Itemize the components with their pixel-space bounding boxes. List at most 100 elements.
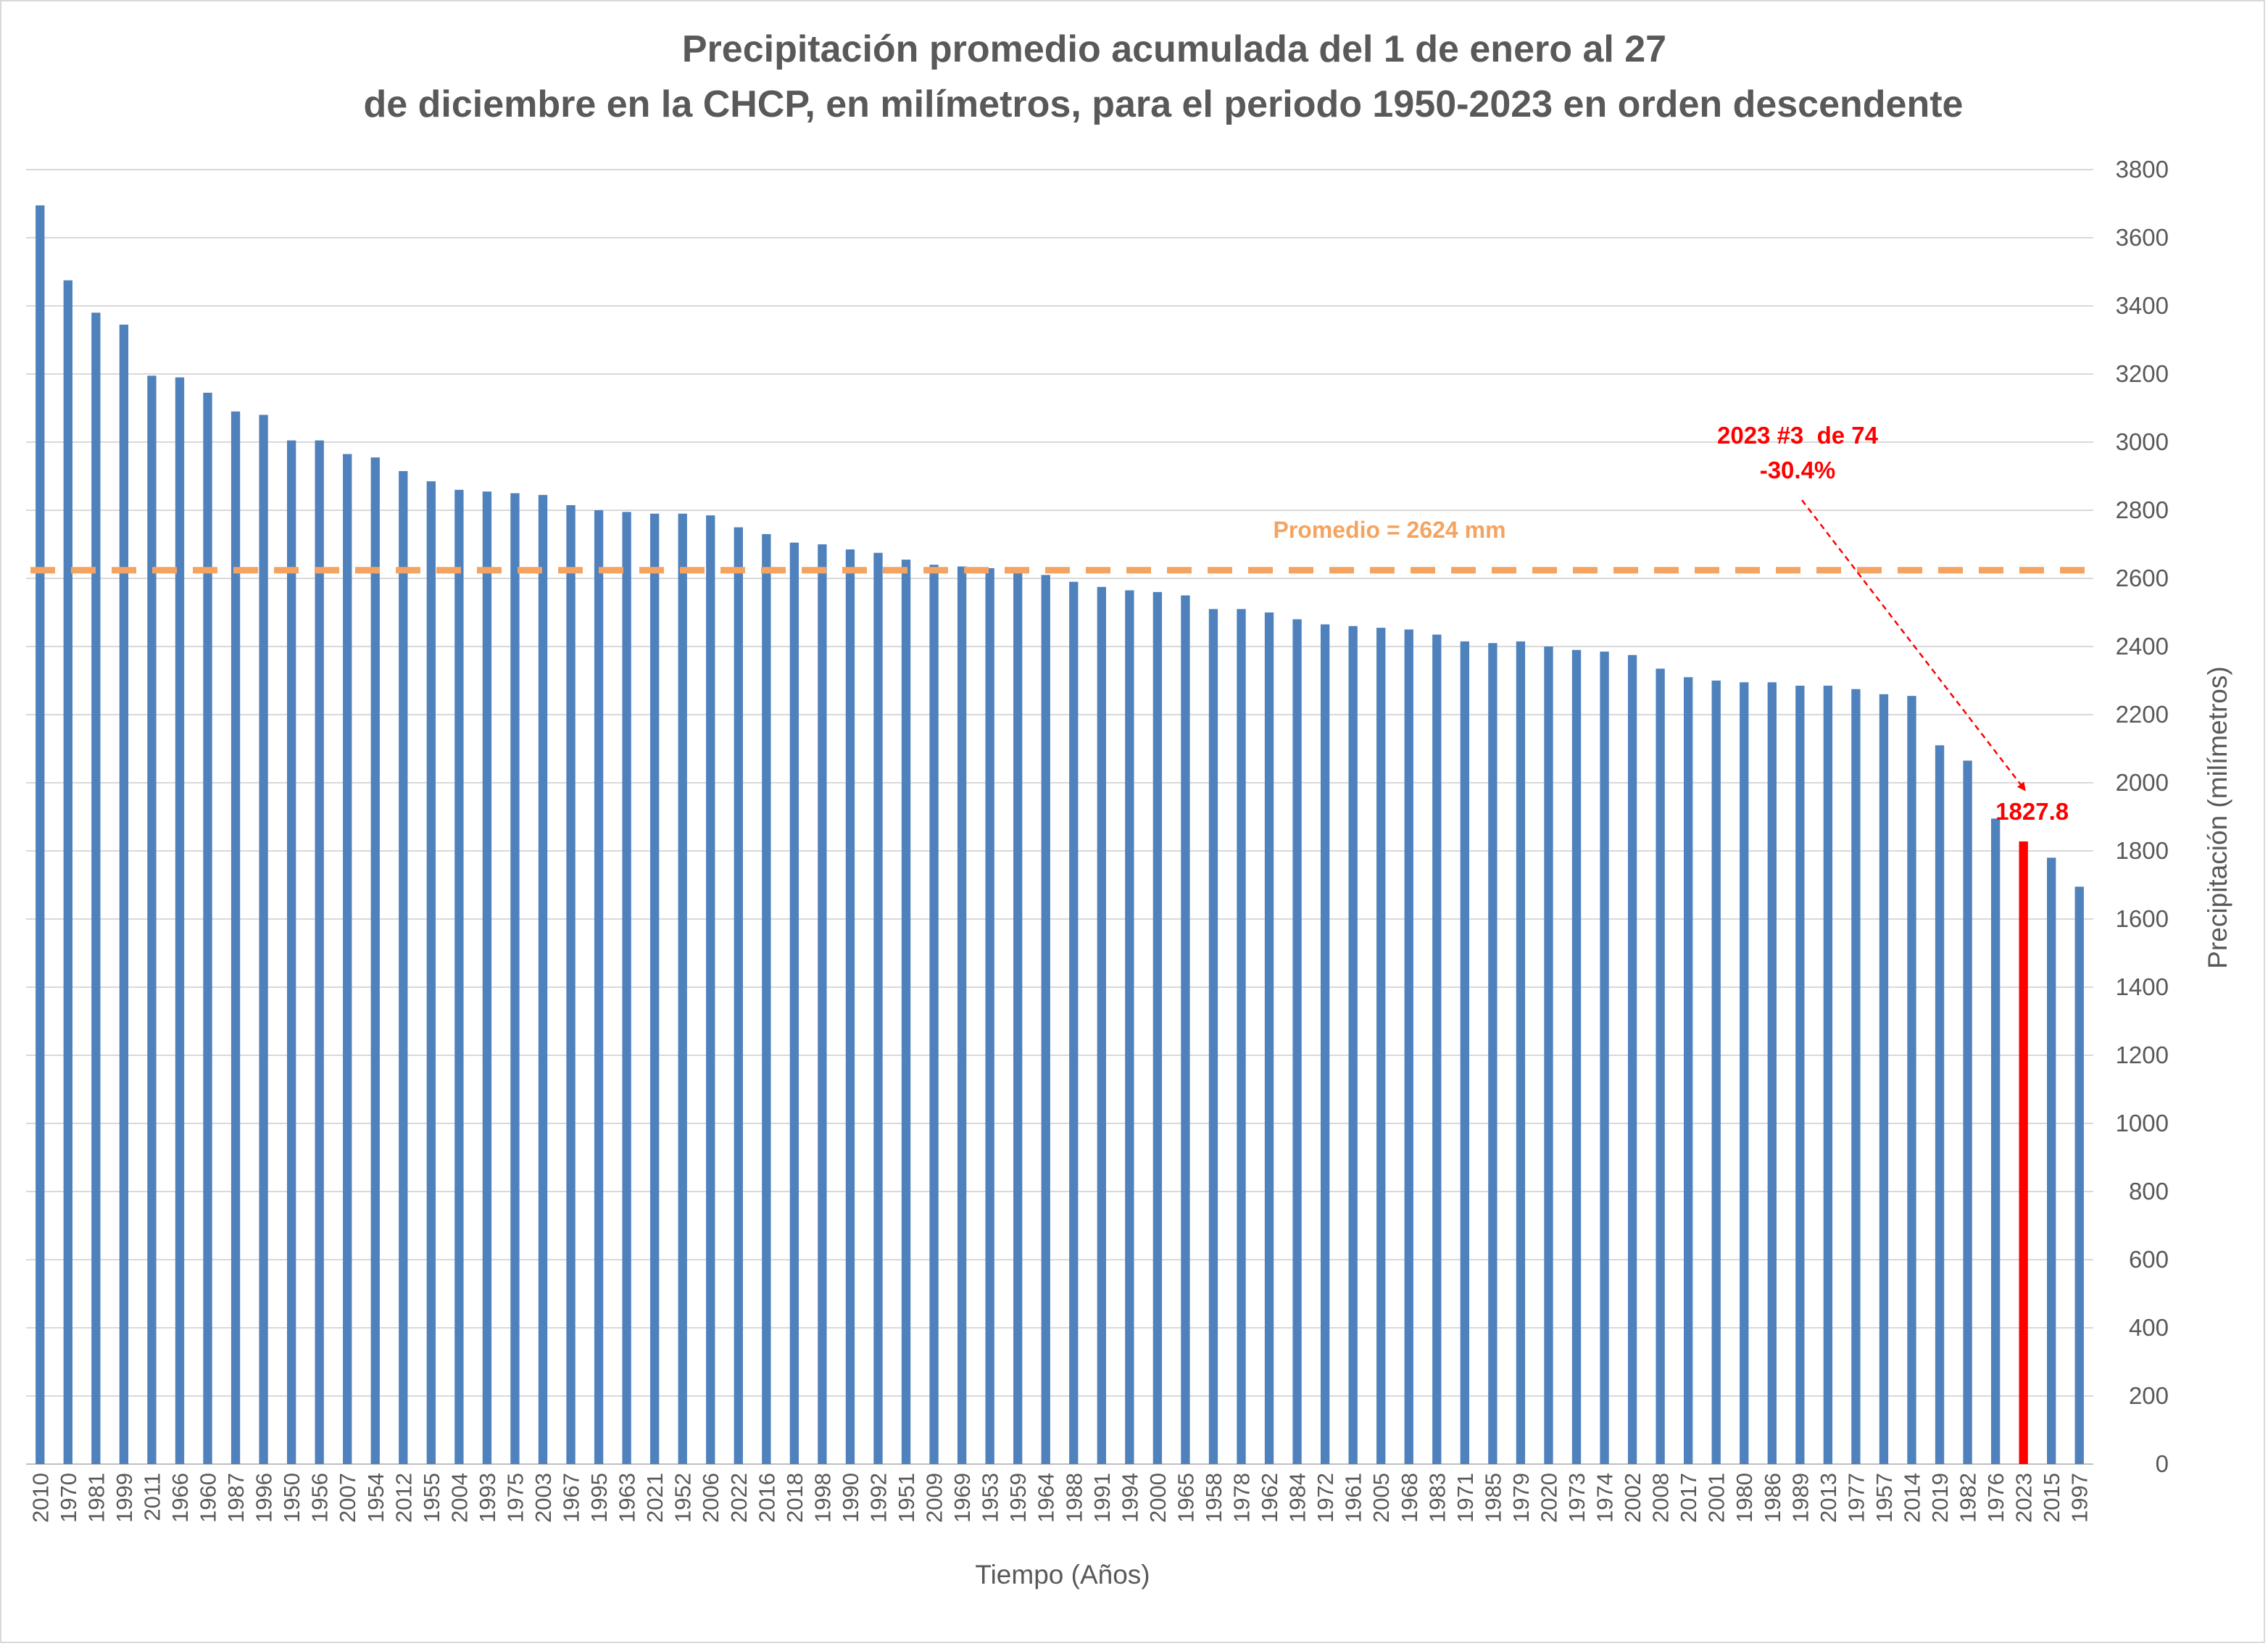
bar-2011: [147, 375, 157, 1464]
x-tick-label: 1958: [1201, 1473, 1226, 1523]
x-tick-label: 1965: [1173, 1473, 1198, 1523]
x-tick-label: 2011: [139, 1473, 165, 1521]
y-tick-label: 3000: [2116, 428, 2169, 455]
bar-1955: [426, 481, 436, 1464]
bar-1991: [1097, 586, 1106, 1464]
bar-1957: [1879, 694, 1889, 1464]
x-tick-label: 1962: [1257, 1473, 1282, 1523]
annotation-rank: 2023 #3 de 74: [1717, 422, 1879, 449]
x-tick-label: 1971: [1453, 1473, 1478, 1523]
bar-1984: [1292, 619, 1302, 1464]
y-tick-label: 2400: [2116, 633, 2169, 660]
y-tick-label: 1600: [2116, 905, 2169, 932]
y-tick-labels: 0 200 400 600 800 1000 1200 1400 1600 1800 2000 220…: [2116, 156, 2169, 1477]
bar-1977: [1851, 689, 1861, 1464]
bar-1989: [1795, 686, 1805, 1464]
x-tick-label: 1990: [838, 1473, 863, 1523]
y-tick-label: 600: [2129, 1246, 2169, 1273]
annotation-percent: -30.4%: [1760, 457, 1836, 483]
y-tick-label: 2200: [2116, 701, 2169, 728]
x-tick-label: 2016: [754, 1473, 779, 1523]
bar-1993: [482, 491, 492, 1464]
x-tick-label: 1992: [865, 1473, 891, 1523]
annotation-arrow: [1801, 499, 2026, 791]
bar-1959: [1013, 571, 1023, 1464]
x-tick-label: 1987: [223, 1473, 249, 1523]
bar-1970: [63, 280, 72, 1464]
bar-1950: [286, 440, 296, 1464]
bar-1995: [594, 510, 604, 1464]
bar-2022: [734, 527, 743, 1464]
average-line-group: Promedio = 2624 mm: [30, 517, 2093, 574]
bar-2018: [789, 542, 799, 1464]
chart-title-line-2: de diciembre en la CHCP, en milímetros, …: [363, 83, 1964, 125]
y-tick-label: 3200: [2116, 360, 2169, 387]
x-tick-label: 1980: [1732, 1473, 1757, 1523]
x-axis-title: Tiempo (Años): [975, 1560, 1150, 1589]
bar-1965: [1181, 595, 1190, 1464]
x-tick-label: 2018: [782, 1473, 807, 1523]
x-tick-label: 1951: [894, 1473, 919, 1523]
gridlines: [26, 169, 2093, 1465]
y-tick-label: 400: [2129, 1314, 2169, 1341]
x-tick-label: 2009: [922, 1473, 947, 1523]
x-tick-label: 1984: [1285, 1473, 1310, 1523]
x-tick-label: 1952: [670, 1473, 696, 1523]
x-tick-labels: 2010 1970 1981 1999 2011 1966 1960 1987 1996 1950…: [28, 1473, 2092, 1523]
bar-2017: [1683, 677, 1693, 1464]
annotation-group: 2023 #3 de 74 -30.4% 1827.8: [1717, 422, 2069, 825]
x-tick-label: 1993: [475, 1473, 500, 1523]
bar-1961: [1348, 625, 1358, 1464]
bar-1990: [845, 549, 855, 1464]
average-label: Promedio = 2624 mm: [1273, 517, 1505, 543]
bar-1960: [203, 392, 212, 1464]
y-axis-title: Precipitación (milímetros): [2203, 666, 2232, 968]
bar-1953: [985, 568, 994, 1464]
x-tick-label: 1969: [950, 1473, 975, 1523]
x-tick-label: 2004: [446, 1473, 472, 1523]
bar-2001: [1711, 681, 1721, 1464]
x-tick-label: 2005: [1368, 1473, 1394, 1523]
bar-2004: [454, 489, 464, 1464]
bar-1983: [1432, 634, 1442, 1464]
x-tick-label: 1986: [1760, 1473, 1785, 1523]
x-tick-label: 1960: [196, 1473, 221, 1523]
bar-2009: [929, 565, 939, 1465]
x-tick-label: 1994: [1117, 1473, 1142, 1523]
x-tick-label: 2022: [726, 1473, 752, 1523]
bar-2012: [399, 470, 408, 1465]
y-tick-label: 1400: [2116, 973, 2169, 1000]
bar-1998: [818, 544, 827, 1464]
bar-1962: [1264, 612, 1274, 1464]
bar-1975: [510, 493, 520, 1464]
x-tick-label: 1996: [252, 1473, 277, 1523]
x-tick-label: 2001: [1704, 1473, 1729, 1523]
y-tick-label: 3600: [2116, 224, 2169, 251]
y-tick-label: 2600: [2116, 565, 2169, 591]
x-tick-label: 1974: [1592, 1473, 1618, 1523]
bar-1986: [1767, 682, 1777, 1464]
x-tick-label: 2006: [698, 1473, 723, 1523]
bar-1973: [1571, 649, 1582, 1465]
bar-1994: [1125, 590, 1134, 1465]
x-tick-label: 2007: [335, 1473, 360, 1523]
y-tick-label: 3400: [2116, 292, 2169, 319]
bar-highlight-2023: [2019, 841, 2028, 1464]
bar-1966: [175, 377, 185, 1465]
bar-2021: [649, 513, 660, 1465]
x-tick-label: 2020: [1536, 1473, 1561, 1523]
bar-2020: [1544, 647, 1553, 1464]
x-tick-label: 1997: [2067, 1473, 2093, 1523]
bar-1981: [91, 312, 101, 1464]
highlight-value-label: 1827.8: [1995, 798, 2069, 825]
bar-2013: [1823, 686, 1833, 1464]
x-tick-label: 1968: [1397, 1473, 1422, 1523]
x-tick-label: 2010: [28, 1473, 53, 1523]
bar-1952: [678, 513, 687, 1465]
x-tick-label: 1998: [810, 1473, 835, 1523]
x-tick-label: 1970: [56, 1473, 81, 1523]
bar-2010: [36, 205, 45, 1465]
x-tick-label: 1966: [167, 1473, 193, 1523]
bar-1992: [873, 552, 883, 1464]
